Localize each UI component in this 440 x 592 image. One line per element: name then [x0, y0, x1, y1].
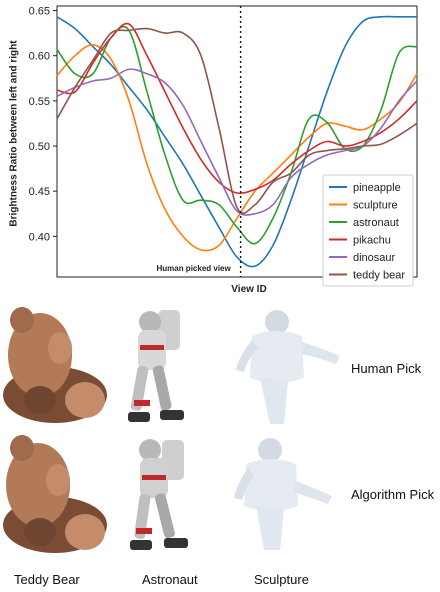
series-line-pikachu: [56, 22, 418, 195]
astronaut-boot-stripe: [134, 400, 150, 406]
astronaut-right-leg: [154, 493, 175, 539]
teddy-ear: [10, 435, 34, 461]
teddy-foot: [65, 382, 105, 418]
series-line-sculpture: [56, 44, 418, 252]
sculpture-torso: [244, 459, 298, 511]
teddy-head: [6, 443, 70, 527]
series-line-pineapple: [56, 15, 417, 268]
astronaut-boot: [130, 540, 152, 550]
y-tick-label: 0.45: [29, 186, 50, 198]
astronaut-boot: [164, 538, 188, 548]
astronaut-boot-stripe: [136, 528, 152, 534]
caption-astronaut: Astronaut: [142, 572, 198, 587]
sculpture-arm: [294, 480, 332, 504]
legend-label: astronaut: [353, 217, 399, 229]
astronaut-stripe: [140, 345, 164, 350]
y-axis-label: Brightness Ratio between left and right: [9, 40, 20, 227]
sculpture-head: [265, 310, 289, 334]
plot-frame: [56, 5, 418, 278]
sculpture-torso: [250, 331, 304, 383]
sculpture-human-pick-image: [222, 308, 342, 426]
teddy-bear-algorithm-pick-image: [0, 430, 110, 555]
legend-label: sculpture: [353, 200, 398, 212]
sculpture-legs: [260, 378, 288, 424]
astronaut-boot: [160, 410, 184, 420]
astronaut-right-leg: [152, 365, 172, 411]
series-line-dinosaur: [56, 68, 418, 216]
teddy-muzzle: [46, 464, 70, 496]
sculpture-legs: [256, 506, 284, 550]
chart-legend: pineapple sculpture astronaut pikachu dinosa…: [322, 174, 414, 287]
astronaut-boot: [128, 412, 150, 422]
sculpture-arm: [234, 468, 254, 500]
sculpture-algorithm-pick-image: [222, 434, 342, 552]
caption-sculpture: Sculpture: [254, 572, 309, 587]
teddy-muzzle: [48, 332, 72, 364]
teddy-ear: [10, 307, 34, 333]
line-chart: 0.40 0.45 0.50 0.55 0.60 0.65 Human picked vi…: [9, 5, 418, 295]
legend-label: pineapple: [353, 182, 401, 194]
teddy-arm: [24, 386, 56, 414]
astronaut-helmet: [139, 311, 161, 333]
legend-label: dinosaur: [353, 252, 396, 264]
caption-teddy-bear: Teddy Bear: [14, 572, 80, 587]
astronaut-helmet: [139, 439, 161, 461]
y-tick-label: 0.55: [29, 96, 50, 108]
algorithm-pick-label: Algorithm Pick: [351, 487, 435, 502]
series-layer: [56, 15, 418, 268]
y-tick-label: 0.40: [29, 231, 50, 243]
astronaut-left-leg: [130, 365, 149, 411]
y-tick-label: 0.50: [29, 141, 50, 153]
astronaut-left-leg: [134, 493, 151, 539]
teddy-bear-human-pick-image: [0, 300, 110, 425]
y-axis-ticks: 0.40 0.45 0.50 0.55 0.60 0.65: [29, 6, 57, 243]
human-pick-label: Human Pick: [351, 361, 422, 376]
plot-border: [56, 5, 418, 278]
teddy-foot: [65, 514, 105, 550]
astronaut-stripe: [142, 475, 166, 480]
sculpture-arm: [236, 340, 258, 372]
astronaut-human-pick-image: [120, 300, 200, 428]
legend-label: pikachu: [353, 235, 391, 247]
y-tick-label: 0.60: [29, 51, 50, 63]
human-picked-view-annotation: Human picked view: [156, 264, 231, 273]
series-line-teddy-bear: [56, 27, 418, 215]
y-tick-label: 0.65: [29, 6, 50, 18]
sculpture-arm: [302, 342, 340, 364]
legend-label: teddy bear: [353, 270, 405, 282]
sculpture-head: [258, 438, 282, 462]
legend-box: [322, 174, 414, 287]
x-axis-label: View ID: [231, 284, 266, 295]
astronaut-algorithm-pick-image: [120, 428, 200, 556]
teddy-arm: [24, 518, 56, 546]
